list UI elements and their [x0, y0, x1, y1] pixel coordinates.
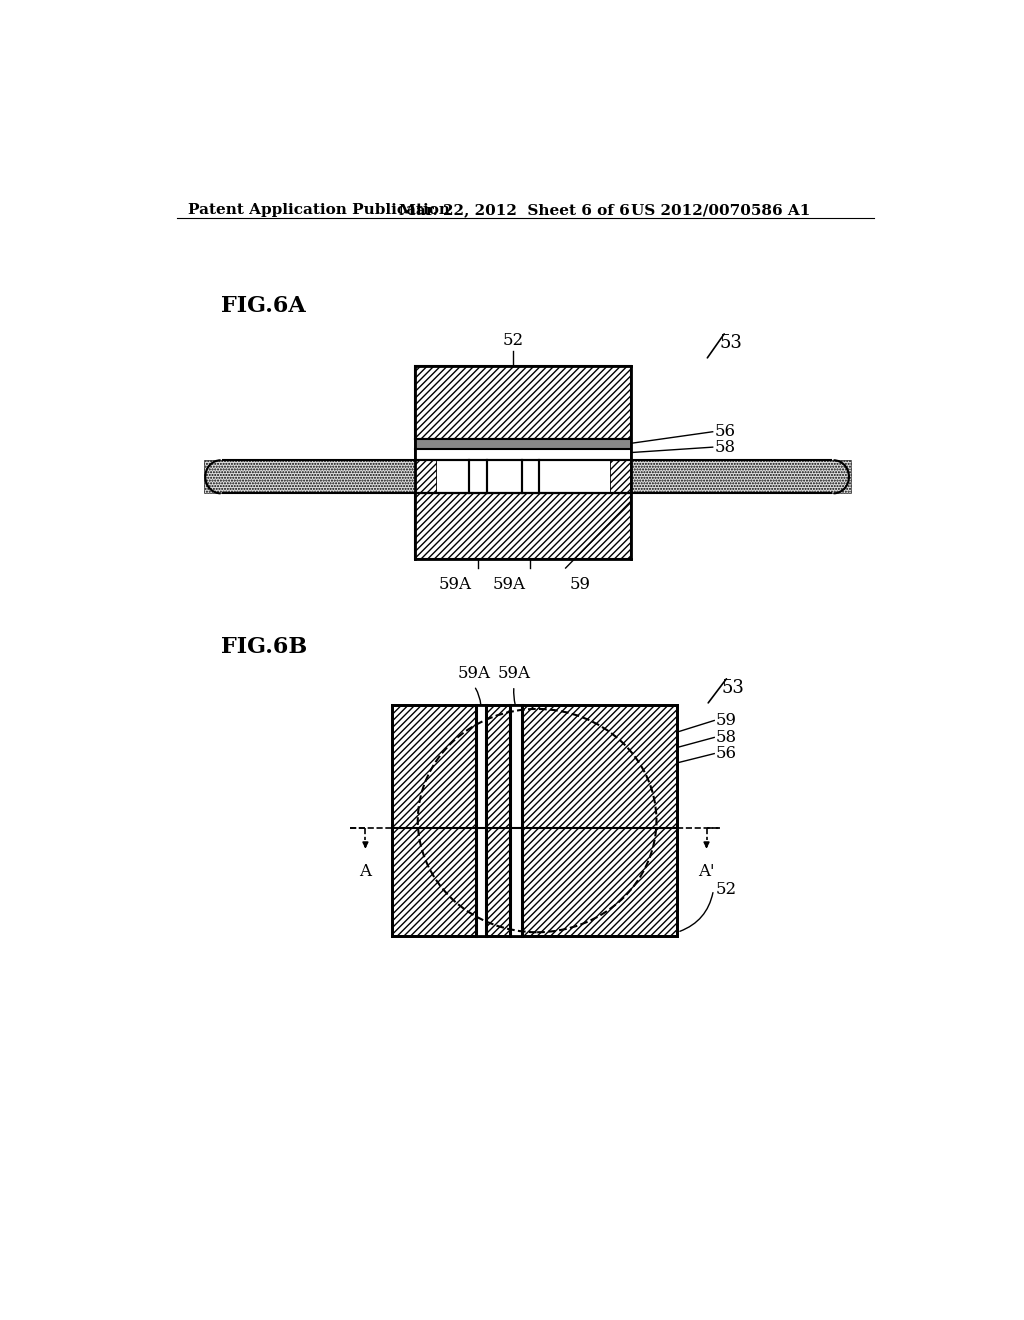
Text: US 2012/0070586 A1: US 2012/0070586 A1 — [631, 203, 810, 216]
Text: FIG.6B: FIG.6B — [221, 636, 307, 657]
Polygon shape — [521, 461, 540, 494]
Polygon shape — [416, 440, 631, 449]
Text: Patent Application Publication: Patent Application Publication — [188, 203, 451, 216]
Text: 59A: 59A — [498, 665, 530, 682]
Polygon shape — [475, 705, 486, 936]
Text: 56: 56 — [716, 744, 736, 762]
Text: 52: 52 — [503, 333, 524, 350]
Text: 56: 56 — [714, 424, 735, 441]
Text: Mar. 22, 2012  Sheet 6 of 6: Mar. 22, 2012 Sheet 6 of 6 — [398, 203, 630, 216]
Text: 58: 58 — [716, 729, 737, 746]
Text: 59A: 59A — [458, 665, 490, 682]
Text: 59A: 59A — [439, 576, 472, 593]
Text: 59A: 59A — [493, 576, 526, 593]
Text: 52: 52 — [716, 882, 737, 899]
Polygon shape — [510, 705, 521, 936]
Text: A': A' — [698, 863, 715, 880]
Polygon shape — [631, 461, 851, 494]
Text: 53: 53 — [722, 680, 744, 697]
Text: 59: 59 — [569, 576, 591, 593]
Text: 58: 58 — [714, 438, 735, 455]
Text: 59: 59 — [716, 711, 736, 729]
Polygon shape — [416, 449, 631, 461]
Text: A: A — [359, 863, 372, 880]
Polygon shape — [204, 461, 416, 494]
Polygon shape — [469, 461, 487, 494]
Text: 53: 53 — [720, 334, 742, 352]
Polygon shape — [437, 461, 609, 494]
Text: FIG.6A: FIG.6A — [221, 296, 306, 318]
